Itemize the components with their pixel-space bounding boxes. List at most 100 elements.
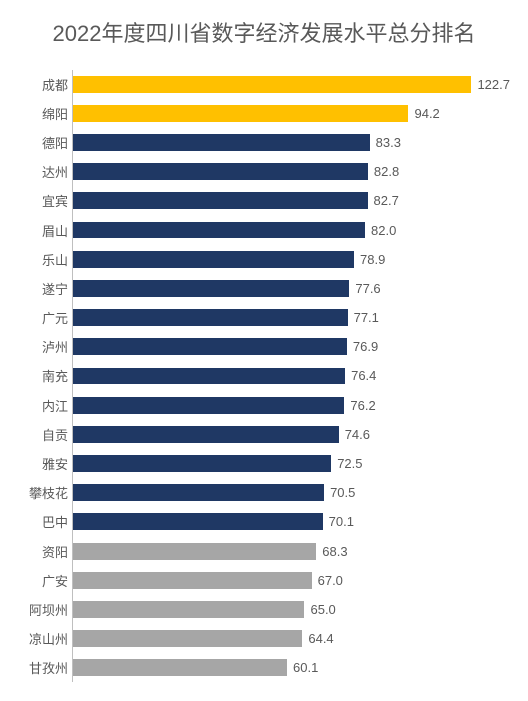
category-label: 达州 [18, 162, 72, 181]
bar-row: 凉山州 64.4 [18, 624, 510, 653]
bar-row: 达州82.8 [18, 157, 510, 186]
value-label: 83.3 [370, 135, 401, 150]
bar [73, 659, 287, 676]
value-label: 68.3 [316, 544, 347, 559]
bar [73, 397, 344, 414]
value-label: 65.0 [304, 602, 335, 617]
category-label: 内江 [18, 396, 72, 415]
bar-row: 成都 122.7 [18, 70, 510, 99]
bar-track: 77.6 [73, 274, 510, 303]
category-label: 南充 [18, 366, 72, 385]
bar-row: 巴中 70.1 [18, 507, 510, 536]
bar [73, 484, 324, 501]
bar-track: 82.0 [73, 215, 510, 244]
category-label: 巴中 [18, 512, 72, 531]
value-label: 64.4 [302, 631, 333, 646]
bar-row: 攀枝花 70.5 [18, 478, 510, 507]
bar [73, 572, 312, 589]
category-label: 凉山州 [18, 629, 72, 648]
bar-row: 内江76.2 [18, 391, 510, 420]
category-label: 广元 [18, 308, 72, 327]
bar [73, 601, 304, 618]
bar-row: 乐山 78.9 [18, 245, 510, 274]
bar [73, 543, 316, 560]
category-label: 绵阳 [18, 104, 72, 123]
value-label: 72.5 [331, 456, 362, 471]
category-label: 资阳 [18, 542, 72, 561]
bar [73, 222, 365, 239]
bar [73, 455, 331, 472]
category-label: 成都 [18, 75, 72, 94]
bar-track: 94.2 [73, 99, 510, 128]
value-label: 70.1 [323, 514, 354, 529]
value-label: 122.7 [471, 77, 510, 92]
bar-row: 阿坝州 65.0 [18, 595, 510, 624]
bar-track: 74.6 [73, 420, 510, 449]
value-label: 82.7 [368, 193, 399, 208]
bar-row: 自贡 74.6 [18, 420, 510, 449]
bar-row: 资阳 68.3 [18, 537, 510, 566]
value-label: 70.5 [324, 485, 355, 500]
bar-row: 甘孜州 60.1 [18, 653, 510, 682]
bar-track: 72.5 [73, 449, 510, 478]
category-label: 泸州 [18, 337, 72, 356]
bar-track: 77.1 [73, 303, 510, 332]
bar-track: 76.2 [73, 391, 510, 420]
category-label: 德阳 [18, 133, 72, 152]
chart-title: 2022年度四川省数字经济发展水平总分排名 [18, 20, 510, 48]
value-label: 76.4 [345, 368, 376, 383]
bar-row: 泸州 76.9 [18, 332, 510, 361]
category-label: 遂宁 [18, 279, 72, 298]
bar-track: 83.3 [73, 128, 510, 157]
bar-row: 绵阳 94.2 [18, 99, 510, 128]
category-label: 自贡 [18, 425, 72, 444]
bar-track: 82.8 [73, 157, 510, 186]
value-label: 76.9 [347, 339, 378, 354]
value-label: 94.2 [408, 106, 439, 121]
value-label: 77.6 [349, 281, 380, 296]
bar-track: 122.7 [73, 70, 510, 99]
bar-track: 68.3 [73, 537, 510, 566]
category-label: 乐山 [18, 250, 72, 269]
bar [73, 192, 368, 209]
bar-row: 德阳 83.3 [18, 128, 510, 157]
category-label: 甘孜州 [18, 658, 72, 677]
bar [73, 630, 302, 647]
value-label: 74.6 [339, 427, 370, 442]
category-label: 雅安 [18, 454, 72, 473]
bar-row: 南充 76.4 [18, 361, 510, 390]
bar-track: 64.4 [73, 624, 510, 653]
bar-track: 70.5 [73, 478, 510, 507]
value-label: 78.9 [354, 252, 385, 267]
bar-row: 广元 77.1 [18, 303, 510, 332]
bar [73, 280, 349, 297]
bar-track: 60.1 [73, 653, 510, 682]
bar [73, 338, 347, 355]
bar-row: 遂宁 77.6 [18, 274, 510, 303]
bar-chart: 成都 122.7 绵阳 94.2 德阳 83.3 达州82.8宜宾82.7 眉山 82.0 乐山 7… [18, 70, 510, 683]
bar [73, 426, 339, 443]
bar-row: 眉山 82.0 [18, 215, 510, 244]
bar-track: 76.9 [73, 332, 510, 361]
category-label: 眉山 [18, 221, 72, 240]
bar-track: 67.0 [73, 566, 510, 595]
bar [73, 251, 354, 268]
category-label: 攀枝花 [18, 483, 72, 502]
bar [73, 76, 471, 93]
bar-track: 70.1 [73, 507, 510, 536]
value-label: 77.1 [348, 310, 379, 325]
bar-track: 65.0 [73, 595, 510, 624]
bar [73, 309, 348, 326]
category-label: 广安 [18, 571, 72, 590]
bar-track: 78.9 [73, 245, 510, 274]
value-label: 82.0 [365, 223, 396, 238]
bar-row: 广安67.0 [18, 566, 510, 595]
bar [73, 368, 345, 385]
bar [73, 163, 368, 180]
bar-row: 雅安 72.5 [18, 449, 510, 478]
bar-track: 82.7 [73, 186, 510, 215]
category-label: 阿坝州 [18, 600, 72, 619]
bar-row: 宜宾82.7 [18, 186, 510, 215]
value-label: 60.1 [287, 660, 318, 675]
bar-track: 76.4 [73, 361, 510, 390]
